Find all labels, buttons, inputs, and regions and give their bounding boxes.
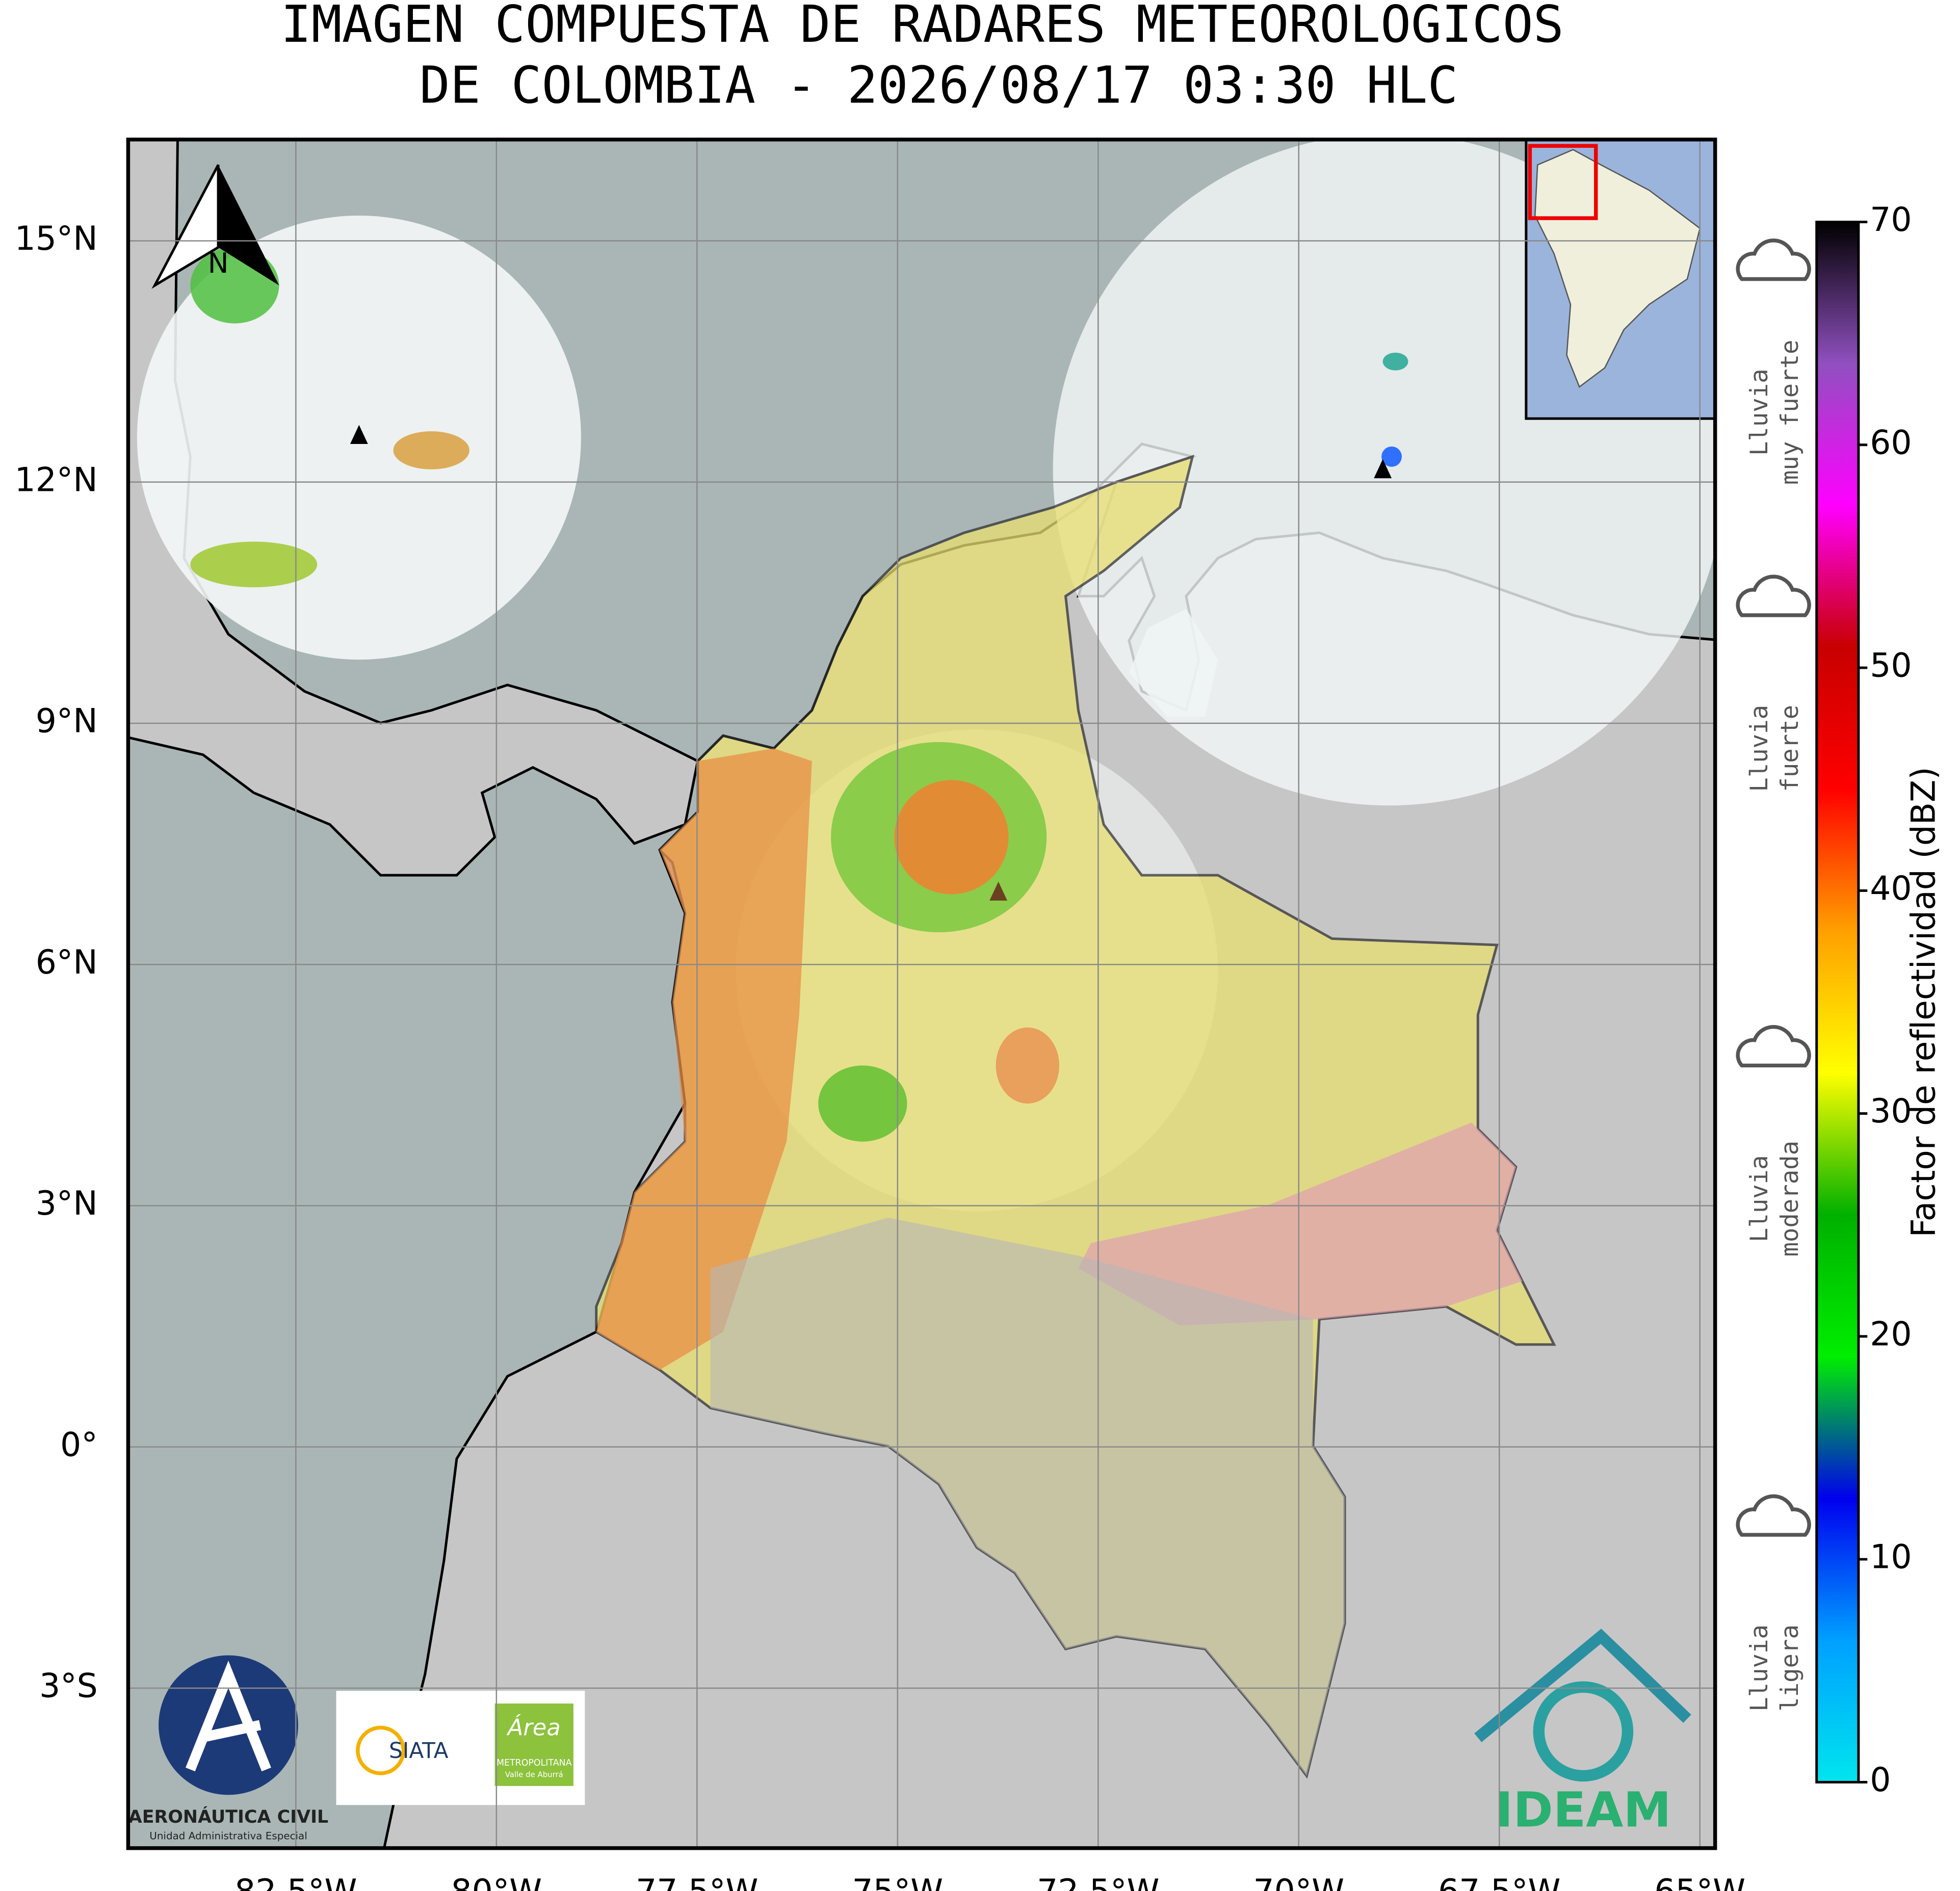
x-tick-label: 65°W: [1654, 1873, 1745, 1891]
legend-icon: [1736, 574, 1811, 617]
legend-label: Lluvia: [1745, 1624, 1773, 1712]
colorbar-tick-label: 30: [1870, 1092, 1912, 1131]
logo-text: AERONÁUTICA CIVIL: [128, 1806, 328, 1827]
legend-label: Lluvia: [1745, 369, 1773, 456]
overlay-west: [596, 748, 812, 1370]
x-tick-label: 77.5°W: [636, 1873, 758, 1891]
echo: [1382, 352, 1408, 371]
inset-land: [1534, 149, 1701, 388]
title-line: DE COLOMBIA - 2026/08/17 03:30 HLC: [420, 57, 1458, 115]
ideam-logo: [1474, 1629, 1691, 1743]
echo: [818, 1065, 907, 1142]
echo: [190, 247, 279, 324]
legend-label: ligera: [1776, 1624, 1804, 1712]
logo-text: IDEAM: [1495, 1782, 1671, 1839]
legend-icon: [1736, 1025, 1811, 1068]
echo: [190, 541, 318, 588]
ideam-logo: [1533, 1681, 1634, 1782]
x-tick-label: 75°W: [852, 1873, 943, 1891]
logo-text: Valle de Aburrá: [505, 1770, 563, 1779]
y-tick-label: 0°: [60, 1426, 97, 1464]
logo-text: Unidad Administrativa Especial: [149, 1830, 307, 1842]
echo: [393, 431, 469, 469]
radar-site: [1374, 459, 1392, 479]
legend-label: Lluvia: [1745, 705, 1773, 792]
x-tick-label: 67.5°W: [1438, 1873, 1560, 1891]
colorbar-tick-label: 40: [1870, 870, 1912, 908]
area-logo: [494, 1703, 573, 1786]
radar-site: [989, 881, 1008, 901]
y-tick-label: 6°N: [36, 943, 98, 982]
x-tick-label: 80°W: [451, 1873, 542, 1891]
legend-icon: [1736, 1494, 1811, 1537]
colorbar-tick-label: 0: [1870, 1761, 1891, 1799]
logo-text: SIATA: [389, 1738, 449, 1763]
legend-label: moderada: [1776, 1141, 1804, 1257]
x-tick-label: 72.5°W: [1037, 1873, 1159, 1891]
north-label: N: [208, 247, 229, 279]
radar-site: [350, 425, 368, 444]
siata-logo: [356, 1725, 406, 1775]
inset-frame: [1528, 144, 1598, 220]
map: N AERONÁUTICA CIVIL Unidad Administrativ…: [128, 139, 1715, 1848]
y-tick-label: 12°N: [15, 461, 98, 499]
legend-label: muy fuerte: [1776, 340, 1804, 485]
x-tick-label: 82.5°W: [234, 1873, 357, 1891]
colorbar-label: Factor de reflectividad (dBZ): [1904, 767, 1943, 1237]
y-tick-label: 3°N: [36, 1185, 98, 1223]
colorbar: [1815, 221, 1860, 1783]
echo: [894, 780, 1009, 895]
y-tick-label: 3°S: [39, 1667, 98, 1705]
map-frame: [126, 138, 1717, 1850]
legend-icon: [1736, 239, 1811, 281]
echo: [996, 1027, 1060, 1104]
logo-text: METROPOLITANA: [496, 1758, 572, 1768]
y-tick-label: 15°N: [15, 220, 98, 258]
y-tick-label: 9°N: [36, 702, 98, 741]
colorbar-tick-label: 60: [1870, 424, 1912, 462]
grid: [128, 139, 1715, 1848]
title-line: IMAGEN COMPUESTA DE RADARES METEOROLOGIC…: [281, 0, 1564, 54]
echo: [1381, 446, 1402, 467]
legend-label: Lluvia: [1745, 1155, 1773, 1242]
colorbar-tick-label: 20: [1870, 1315, 1912, 1353]
north-arrow: [218, 165, 279, 285]
overlay-southeast: [1078, 1122, 1523, 1326]
aerocivil-logo-mark: [186, 1661, 271, 1772]
colorbar-tick-label: 10: [1870, 1538, 1912, 1577]
colorbar-tick-label: 70: [1870, 201, 1912, 239]
x-tick-label: 70°W: [1253, 1873, 1344, 1891]
colorbar-tick-label: 50: [1870, 647, 1912, 685]
legend-label: fuerte: [1776, 705, 1804, 792]
logo-text: Área: [506, 1714, 561, 1741]
overlay-south: [710, 1218, 1345, 1776]
